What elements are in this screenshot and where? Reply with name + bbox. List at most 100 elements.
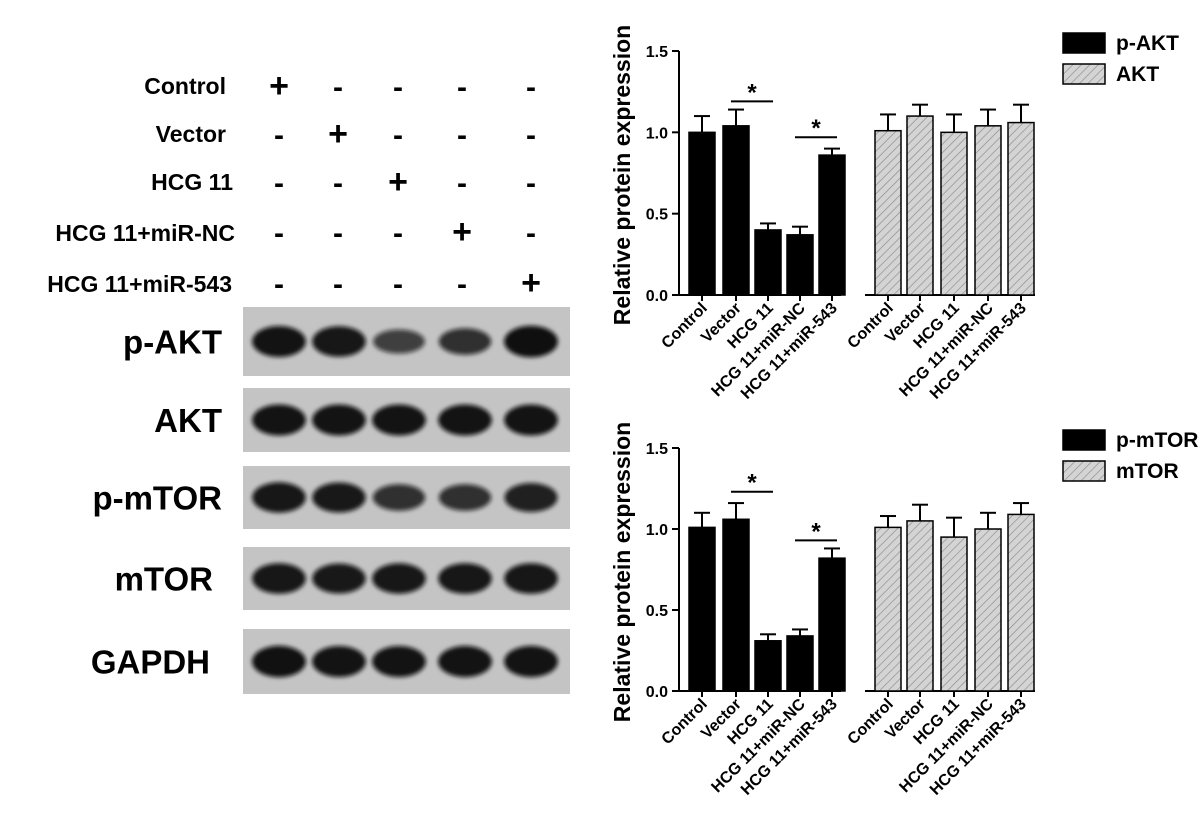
treatment-sign: -: [457, 268, 467, 301]
bar-p-mtor-hcg-11: [754, 640, 782, 692]
bar-akt-hcg-11-mir-543: [1007, 121, 1035, 296]
treatment-label-control: Control: [144, 73, 226, 99]
treatment-sign: -: [274, 268, 284, 301]
blot-band: [373, 329, 425, 354]
blot-band: [438, 645, 492, 678]
treatment-sign: -: [274, 167, 284, 200]
blot-band: [312, 404, 366, 436]
y-tick-label: 1.0: [646, 522, 668, 539]
bar-akt-hcg-11: [940, 131, 968, 296]
legend-label-mtor: mTOR: [1116, 460, 1179, 483]
bar-mtor-vector: [906, 520, 934, 692]
significance-star: *: [747, 79, 757, 106]
treatment-sign: -: [333, 217, 343, 250]
bar-p-akt-vector: [722, 125, 750, 296]
treatment-sign: -: [393, 217, 403, 250]
significance-star: *: [811, 518, 821, 545]
treatment-sign: -: [333, 167, 343, 200]
treatment-label-hcg11-mir-543: HCG 11+miR-543: [47, 271, 232, 297]
chart-akt-bars: [688, 103, 1035, 296]
blot-band: [372, 646, 426, 677]
y-tick-label: 0.5: [646, 603, 668, 620]
bar-p-akt-hcg-11: [754, 229, 782, 296]
blot-band: [312, 563, 366, 594]
blot-row-mtor: mTOR: [115, 547, 570, 610]
bar-mtor-hcg-11-mir-nc: [974, 528, 1002, 692]
bar-mtor-hcg-11: [940, 536, 968, 692]
blot-band: [372, 563, 426, 594]
chart-mtor-legend: p-mTOR mTOR: [1062, 429, 1198, 483]
blot-row-label: GAPDH: [91, 644, 210, 681]
blot-band: [504, 563, 558, 594]
y-tick-label: 1.0: [646, 125, 668, 142]
treatment-sign: -: [526, 71, 536, 104]
treatment-label-hcg11: HCG 11: [151, 169, 233, 195]
significance-star: *: [811, 115, 821, 142]
blot-band: [252, 404, 306, 436]
bar-akt-control: [874, 129, 902, 296]
chart-akt-y-axis-label: Relative protein expression: [609, 25, 635, 325]
y-tick-label: 0.0: [646, 684, 668, 701]
blot-rows: p-AKT AKT p-mTOR mTOR GAPDH: [91, 307, 570, 694]
legend-swatch-akt: [1062, 63, 1106, 85]
treatment-sign: -: [274, 217, 284, 250]
treatment-sign: +: [269, 67, 289, 105]
treatment-sign: -: [457, 71, 467, 104]
blot-row-label: AKT: [154, 402, 222, 439]
bar-mtor-control: [874, 526, 902, 692]
western-blot-panel: Control Vector HCG 11 HCG 11+miR-NC HCG …: [47, 67, 570, 694]
y-tick-label: 0.5: [646, 207, 668, 224]
treatment-sign: -: [333, 71, 343, 104]
bar-p-mtor-hcg-11-mir-543: [818, 557, 846, 692]
blot-band: [372, 484, 426, 511]
treatment-sign: -: [526, 119, 536, 152]
treatment-sign: -: [393, 119, 403, 152]
y-tick-label: 1.5: [646, 44, 668, 61]
x-tick-label: Control: [845, 300, 897, 352]
blot-band: [312, 326, 366, 357]
chart-akt-legend: p-AKT AKT: [1062, 32, 1179, 86]
blot-band: [438, 328, 492, 355]
legend-swatch-p-akt: [1062, 32, 1106, 54]
bar-p-mtor-hcg-11-mir-nc: [786, 635, 814, 692]
x-tick-label: Control: [845, 696, 897, 748]
bar-mtor-hcg-11-mir-543: [1007, 513, 1035, 692]
blot-band: [312, 482, 366, 513]
blot-row-label: p-mTOR: [92, 480, 222, 517]
legend-swatch-p-mtor: [1062, 429, 1106, 451]
treatment-sign-matrix: + - - - - - + - - - - - + - - - - - + - - - - - +: [269, 67, 541, 302]
treatment-sign: -: [526, 167, 536, 200]
bar-akt-vector: [906, 115, 934, 296]
blot-band: [504, 325, 558, 358]
chart-akt: Relative protein expression 0.0 0.5 1.0 1.5…: [609, 25, 1179, 403]
chart-akt-significance: **: [731, 79, 837, 142]
chart-mtor-significance: **: [731, 470, 837, 545]
treatment-labels: Control Vector HCG 11 HCG 11+miR-NC HCG …: [47, 73, 235, 297]
y-tick-label: 1.5: [646, 441, 668, 458]
treatment-sign: -: [457, 167, 467, 200]
chart-mtor-y-axis-label: Relative protein expression: [609, 422, 635, 722]
legend-label-p-mtor: p-mTOR: [1116, 429, 1198, 452]
chart-mtor: Relative protein expression 0.0 0.5 1.0 1.5…: [609, 422, 1198, 799]
x-tick-label: Control: [659, 300, 711, 352]
treatment-sign: -: [526, 217, 536, 250]
bar-p-akt-hcg-11-mir-543: [818, 154, 846, 296]
blot-band: [252, 482, 306, 513]
treatment-sign: +: [452, 213, 472, 251]
blot-band: [504, 483, 558, 512]
legend-label-p-akt: p-AKT: [1116, 32, 1179, 55]
treatment-label-hcg11-mir-nc: HCG 11+miR-NC: [55, 220, 235, 246]
treatment-sign: +: [328, 115, 348, 153]
treatment-label-vector: Vector: [156, 121, 226, 147]
blot-band: [504, 645, 558, 678]
legend-label-akt: AKT: [1116, 63, 1159, 86]
blot-band: [252, 563, 306, 594]
treatment-sign: +: [521, 264, 541, 302]
bar-p-akt-control: [688, 131, 716, 296]
treatment-sign: +: [388, 163, 408, 201]
blot-band: [438, 404, 492, 436]
blot-band: [438, 484, 492, 511]
bar-p-mtor-vector: [722, 518, 750, 692]
